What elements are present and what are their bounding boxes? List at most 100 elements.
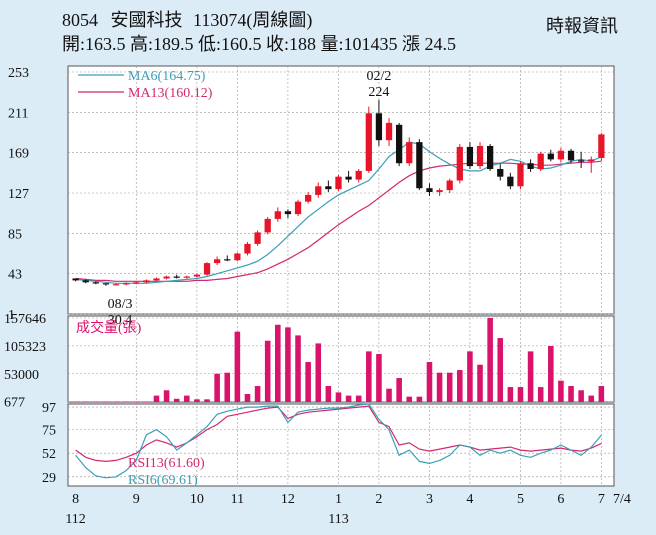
candle-body [163, 276, 170, 279]
volume-bar [406, 396, 413, 402]
volume-bar [305, 362, 311, 402]
price-panel [67, 65, 615, 315]
candle-body [294, 201, 302, 215]
candle-body [396, 124, 403, 164]
volume-bar [426, 362, 433, 402]
candle-body [598, 134, 605, 158]
year-label: 113 [328, 512, 348, 527]
price-ytick-label: 127 [8, 187, 29, 202]
candle-body [476, 145, 484, 167]
candle-body [557, 150, 565, 160]
volume-bar [457, 370, 463, 402]
candle-body [385, 122, 393, 141]
x-tick-label: 4 [466, 492, 473, 507]
candle-body [102, 283, 110, 285]
volume-bar [558, 380, 564, 402]
candle-body [547, 153, 554, 160]
x-tick-label: 8 [72, 492, 79, 507]
candle-body [133, 282, 140, 284]
candle-body [315, 186, 322, 195]
volume-bar [244, 394, 251, 402]
volume-bar [254, 386, 261, 402]
x-tick-label: 11 [231, 492, 244, 507]
volume-ytick-label: 53000 [4, 368, 39, 383]
price-ytick-label: 85 [8, 227, 22, 242]
rsi-legend-label: RSI13(61.60) [128, 456, 205, 471]
candle-body [436, 190, 443, 193]
candle-body [92, 282, 99, 284]
volume-bar [93, 401, 99, 403]
volume-bar [537, 387, 544, 402]
volume-bar [416, 396, 423, 402]
x-tick-label: 3 [426, 492, 433, 507]
x-tick-label: 7 [598, 492, 605, 507]
volume-bar [204, 399, 210, 402]
x-tick-label: 7/4 [613, 492, 631, 507]
volume-ytick-label: 157646 [4, 312, 46, 327]
year-label: 112 [65, 512, 85, 527]
candle-body [244, 243, 251, 254]
price-ytick-label: 211 [8, 106, 28, 121]
candle-body [173, 276, 180, 278]
stock-name: 安國科技 [110, 10, 183, 30]
volume-bar [173, 398, 180, 402]
volume-bar [325, 386, 332, 402]
volume-bar [113, 401, 119, 403]
volume-bar [477, 364, 483, 402]
candle-body [588, 159, 595, 162]
candle-body [193, 274, 201, 277]
volume-bar [194, 399, 200, 402]
candle-body [446, 180, 453, 191]
volume-bar [487, 318, 493, 402]
volume-bar [396, 378, 402, 402]
candle-body [355, 170, 362, 180]
x-tick-label: 1 [335, 492, 342, 507]
volume-bar [275, 324, 281, 402]
candle-body [426, 188, 433, 193]
candle-body [214, 259, 221, 264]
candle-body [234, 253, 241, 261]
rsi-ytick-label: 97 [42, 401, 56, 416]
volume-bar [315, 343, 322, 402]
candle-body [325, 186, 332, 190]
candle-body [335, 176, 342, 190]
volume-bar [345, 395, 352, 402]
candle-body [82, 280, 89, 283]
ma-legend-label: MA6(164.75) [128, 69, 206, 84]
volume-bar [588, 395, 595, 402]
volume-bar [355, 395, 362, 402]
volume-bar [598, 386, 605, 402]
candle-body [203, 263, 211, 275]
candle-body [264, 218, 271, 233]
rsi-legend-label: RSI6(69.61) [128, 473, 198, 488]
volume-bar [295, 335, 301, 402]
low-point-date: 08/3 [108, 297, 133, 312]
volume-ytick-label: 677 [4, 396, 25, 411]
rsi13-line [75, 405, 602, 463]
candle-body [153, 278, 160, 281]
chart-kind: (周線圖) [246, 10, 313, 30]
candle-body [183, 276, 190, 278]
candle-body [224, 259, 231, 261]
x-tick-label: 9 [133, 492, 140, 507]
volume-bar [123, 401, 129, 403]
high-point-value: 224 [368, 85, 389, 100]
price-ytick-label: 1 [8, 308, 15, 323]
candle-body [406, 142, 413, 164]
x-tick-label: 12 [281, 492, 295, 507]
candle-body [578, 160, 585, 162]
candle-body [517, 163, 524, 187]
candle-body [497, 168, 504, 177]
volume-bar [214, 373, 220, 402]
volume-bar [436, 372, 443, 402]
x-tick-label: 10 [190, 492, 204, 507]
rsi-ytick-label: 52 [42, 447, 56, 462]
candle-body [507, 176, 514, 187]
price-ytick-label: 253 [8, 66, 29, 81]
candle-body [466, 146, 474, 167]
volume-bar [527, 351, 534, 402]
candle-body [284, 211, 292, 215]
ma-legend-label: MA13(160.12) [128, 86, 213, 101]
volume-bar [507, 387, 514, 402]
volume-ytick-label: 105323 [4, 340, 46, 355]
